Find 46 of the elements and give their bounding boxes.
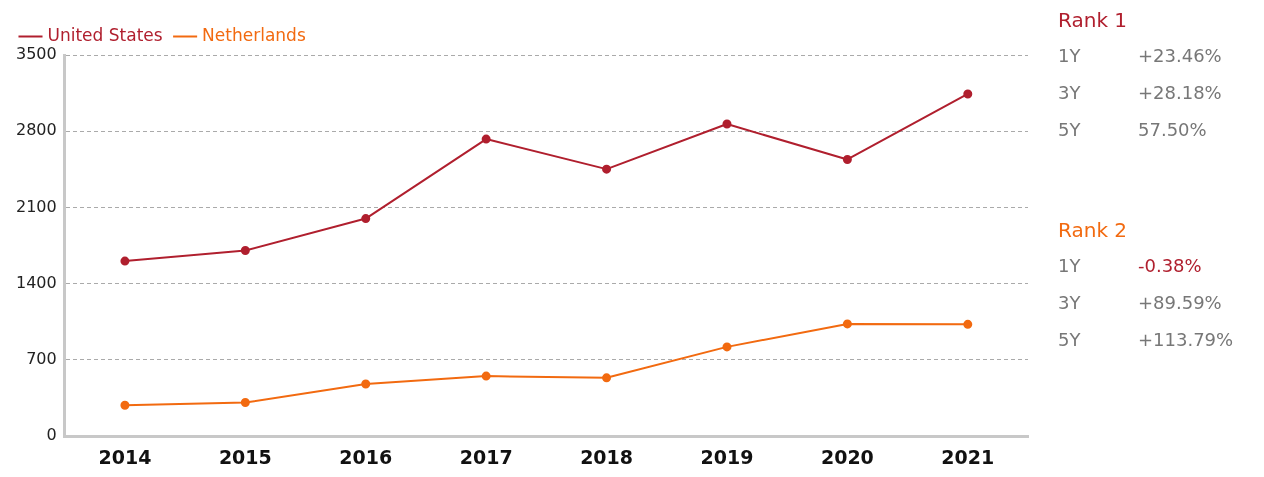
point	[842, 319, 852, 329]
text: +28.18%	[1138, 82, 1222, 105]
point	[481, 134, 491, 144]
point	[842, 154, 852, 164]
point	[120, 256, 130, 266]
x-tick-label: 2017	[459, 445, 513, 468]
y-tick-label: 2100	[16, 196, 57, 216]
x-tick-label: 2021	[941, 445, 995, 468]
text: 57.50%	[1138, 119, 1207, 142]
point	[240, 246, 250, 255]
x-tick-label: 2016	[339, 445, 393, 468]
point	[361, 214, 371, 224]
text: +23.46%	[1138, 45, 1222, 68]
x-tick-label: 2018	[580, 445, 634, 468]
point	[481, 371, 491, 381]
text: Rank 1	[1058, 8, 1129, 34]
text: -0.38%	[1138, 255, 1202, 278]
text: 5Y	[1058, 119, 1082, 142]
text: 3Y	[1058, 292, 1082, 315]
y-tick-label: 1400	[16, 272, 57, 292]
point	[722, 342, 732, 352]
x-tick-label: 2020	[820, 445, 874, 468]
point	[963, 319, 973, 329]
text: 1Y	[1058, 45, 1082, 68]
point	[722, 119, 732, 129]
y-tick-label: 2800	[16, 120, 57, 140]
y-tick-label: 3500	[16, 44, 57, 64]
text: +89.59%	[1138, 292, 1222, 315]
y-tick-label: 700	[26, 349, 57, 369]
x-tick-label: 2014	[98, 445, 152, 468]
text: 1Y	[1058, 255, 1082, 278]
legend-label: United States	[47, 24, 163, 45]
point	[240, 398, 250, 408]
y-tick-label: 0	[46, 425, 57, 445]
point	[120, 400, 130, 410]
point	[602, 164, 612, 174]
point	[361, 379, 371, 389]
legend-label: Netherlands	[202, 24, 306, 45]
text: Rank 2	[1058, 218, 1129, 244]
x-tick-label: 2015	[218, 445, 272, 468]
x-tick-label: 2019	[700, 445, 754, 468]
point	[963, 89, 973, 99]
text: +113.79%	[1138, 329, 1234, 352]
point	[602, 373, 612, 383]
text: 3Y	[1058, 82, 1082, 105]
text: 5Y	[1058, 329, 1082, 352]
